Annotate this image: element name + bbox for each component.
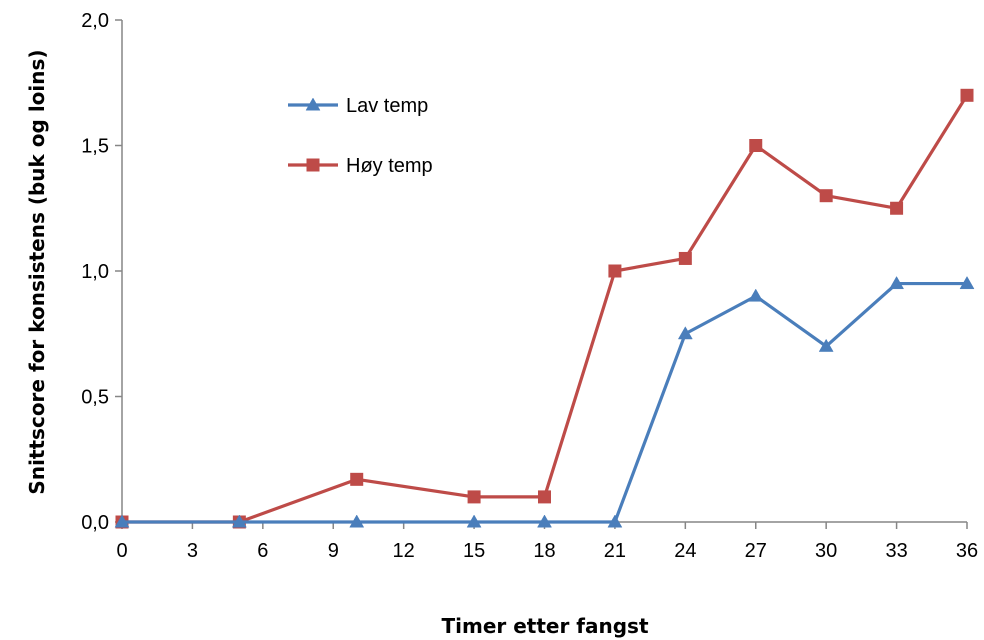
y-axis-title: Snittscore for konsistens (buk og loins) xyxy=(25,49,49,494)
data-point xyxy=(959,276,975,290)
data-point xyxy=(748,288,764,302)
data-point xyxy=(466,514,482,528)
x-tick-label: 6 xyxy=(257,540,268,562)
legend: Lav temp Høy temp xyxy=(288,95,433,177)
series-layer xyxy=(114,88,975,529)
x-axis-title: Timer etter fangst xyxy=(441,614,648,638)
data-point xyxy=(678,251,692,265)
series-line xyxy=(122,94,969,524)
y-tick-label: 0,5 xyxy=(81,387,109,409)
y-axis-ticks: 0,0 0,5 1,0 1,5 2,0 xyxy=(81,10,122,534)
x-tick-label: 0 xyxy=(116,540,127,562)
data-point xyxy=(349,514,365,528)
data-point xyxy=(231,514,247,528)
x-tick-label: 27 xyxy=(745,540,767,562)
data-point xyxy=(537,514,552,528)
legend-item: Høy temp xyxy=(288,155,433,177)
data-point xyxy=(607,514,623,528)
data-point xyxy=(818,338,834,352)
x-tick-label: 9 xyxy=(328,540,339,562)
legend-marker xyxy=(306,158,320,172)
x-tick-label: 15 xyxy=(463,540,485,562)
x-tick-label: 3 xyxy=(187,540,198,562)
y-tick-label: 2,0 xyxy=(81,10,109,32)
legend-item: Lav temp xyxy=(288,95,428,117)
x-tick-label: 36 xyxy=(956,540,978,562)
data-point xyxy=(890,201,904,215)
data-point xyxy=(677,326,693,340)
legend-marker xyxy=(305,97,321,111)
data-point xyxy=(749,139,763,152)
x-tick-label: 21 xyxy=(604,540,626,562)
x-tick-label: 12 xyxy=(393,540,415,562)
x-tick-label: 30 xyxy=(815,540,837,562)
series-hoy-temp xyxy=(115,88,974,529)
y-tick-label: 1,0 xyxy=(81,261,109,283)
data-point xyxy=(538,490,551,504)
series-lav-temp xyxy=(114,276,975,528)
data-point xyxy=(608,264,622,278)
series-line xyxy=(122,281,967,524)
data-point xyxy=(114,514,130,528)
data-point xyxy=(889,276,905,290)
x-tick-label: 18 xyxy=(533,540,555,562)
x-tick-label: 24 xyxy=(674,540,696,562)
data-point xyxy=(467,490,481,504)
data-point xyxy=(819,189,833,203)
y-tick-label: 1,5 xyxy=(81,136,109,158)
x-tick-label: 33 xyxy=(885,540,907,562)
data-point xyxy=(350,472,364,486)
legend-label: Lav temp xyxy=(346,95,428,117)
y-tick-label: 0,0 xyxy=(81,512,109,534)
data-point xyxy=(960,88,974,102)
x-axis-ticks: 0 3 6 9 12 15 18 21 24 27 30 33 36 xyxy=(116,522,978,562)
axes xyxy=(121,20,967,523)
legend-label: Høy temp xyxy=(346,155,433,177)
